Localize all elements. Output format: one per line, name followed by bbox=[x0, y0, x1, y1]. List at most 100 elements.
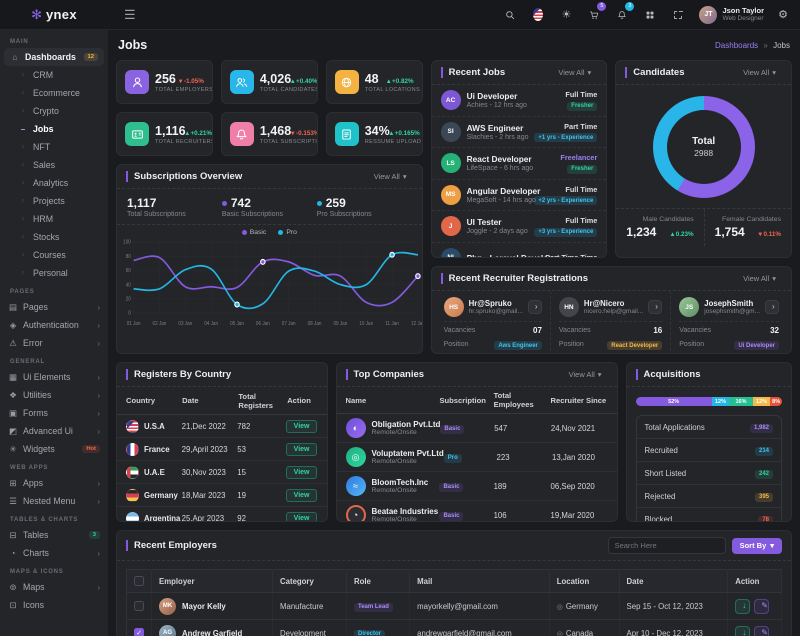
view-all-button[interactable]: View All ▾ bbox=[368, 171, 413, 182]
sidebar-item-stocks[interactable]: ○ Stocks bbox=[0, 228, 108, 246]
download-button[interactable]: ↓ bbox=[735, 598, 751, 614]
company-cell: ≈ BloomTech.Inc Remote/Onsite bbox=[345, 476, 440, 496]
recruiter-open-button[interactable]: › bbox=[527, 300, 542, 314]
job-avatar: MS bbox=[440, 184, 461, 205]
role-cell: Team Lead bbox=[346, 592, 410, 620]
recruiter-open-button[interactable]: › bbox=[765, 300, 779, 314]
registers-row: France 29,April 2023 53 View bbox=[117, 438, 327, 461]
view-button[interactable]: View bbox=[285, 419, 318, 433]
country-name: U.A.E bbox=[144, 467, 165, 477]
user-profile-menu[interactable]: JT Json Taylor Web Designer bbox=[699, 5, 764, 24]
recruiter-open-button[interactable]: › bbox=[648, 300, 663, 314]
edit-button[interactable]: ✎ bbox=[754, 598, 770, 614]
sidebar-item-hrm[interactable]: ○ HRM bbox=[0, 210, 108, 228]
brand-logo[interactable]: ✻ ynex bbox=[0, 7, 108, 23]
sidebar-item-advanced-ui[interactable]: ◩ Advanced Ui › bbox=[0, 422, 108, 440]
download-button[interactable]: ↓ bbox=[735, 625, 751, 636]
apps-grid-icon[interactable] bbox=[639, 4, 661, 26]
sidebar-item-crypto[interactable]: ○ Crypto bbox=[0, 102, 108, 120]
recruiter-header: HN Hr@Nicero nicero.help@gmail... › bbox=[558, 297, 663, 322]
sidebar-item-icon: ○ bbox=[21, 144, 25, 150]
breadcrumb-parent[interactable]: Dashboards bbox=[715, 40, 759, 50]
sidebar-item-forms[interactable]: ▣ Forms › bbox=[0, 404, 108, 422]
search-input[interactable] bbox=[607, 537, 726, 554]
brand-name: ynex bbox=[46, 7, 77, 22]
sidebar-item-apps[interactable]: ⊞ Apps › bbox=[0, 474, 108, 492]
hamburger-menu-icon[interactable]: ☰ bbox=[118, 6, 142, 24]
column-header: Action bbox=[727, 569, 782, 593]
recent-job-row[interactable]: LS React Developer LifeSpace - 6 hrs ago Fr… bbox=[431, 148, 607, 180]
column-header: Country bbox=[126, 396, 156, 405]
recent-employers-card: Recent Employers Sort By▾ EmployerCatego… bbox=[116, 530, 792, 636]
sidebar-item-icon: ☰ bbox=[9, 495, 17, 506]
sidebar-item-ui-elements[interactable]: ▦ Ui Elements › bbox=[0, 368, 108, 386]
sidebar-item-maps[interactable]: ⊚ Maps › bbox=[0, 578, 108, 596]
view-all-button[interactable]: View All ▾ bbox=[563, 369, 608, 380]
sidebar-item-ecommerce[interactable]: ○ Ecommerce bbox=[0, 84, 108, 102]
position-badge: Ui Developer bbox=[734, 341, 779, 350]
view-button[interactable]: View bbox=[285, 465, 318, 479]
page-title: Jobs bbox=[118, 38, 148, 52]
view-button[interactable]: View bbox=[285, 442, 318, 456]
sidebar-item-projects[interactable]: ○ Projects bbox=[0, 192, 108, 210]
sidebar-item-authentication[interactable]: ◈ Authentication › bbox=[0, 316, 108, 334]
sidebar-item-icons[interactable]: ⊡ Icons bbox=[0, 596, 108, 614]
search-icon[interactable] bbox=[499, 4, 521, 26]
recent-job-row[interactable]: SI AWS Engineer Slachies - 2 hrs ago Part T… bbox=[431, 117, 607, 148]
sidebar-item-widgets[interactable]: ✳ Widgets Hot bbox=[0, 440, 108, 458]
sidebar-item-sales[interactable]: ○ Sales bbox=[0, 156, 108, 174]
position-label: Position bbox=[558, 341, 584, 348]
sidebar-item-tables[interactable]: ⊟ Tables 3 bbox=[0, 526, 108, 544]
chevron-right-icon: › bbox=[97, 372, 100, 382]
sidebar-item-icon: ▦ bbox=[8, 371, 18, 382]
sidebar-item-dashboards[interactable]: ⌂ Dashboards 12 bbox=[4, 48, 104, 66]
sidebar-item-utilities[interactable]: ❖ Utilities › bbox=[0, 386, 108, 404]
view-button[interactable]: View bbox=[285, 488, 318, 502]
select-all-checkbox[interactable] bbox=[134, 576, 144, 586]
job-experience-badge: Fresher bbox=[567, 101, 598, 111]
view-all-button[interactable]: View All ▾ bbox=[552, 67, 597, 78]
sidebar-section-label: PAGES bbox=[10, 289, 35, 295]
job-info: UI Tester Joggle - 2 days ago bbox=[467, 217, 529, 235]
recent-jobs-list: AC Ui Developer Achies - 12 hrs ago Full Ti… bbox=[431, 85, 607, 257]
sidebar-item-courses[interactable]: ○ Courses bbox=[0, 246, 108, 264]
settings-gear-icon[interactable]: ⚙ bbox=[772, 4, 794, 26]
view-button[interactable]: View bbox=[285, 511, 318, 521]
sidebar-item-analytics[interactable]: ○ Analytics bbox=[0, 174, 108, 192]
stat-trend: ▾ -1.05% bbox=[178, 77, 204, 85]
edit-button[interactable]: ✎ bbox=[754, 625, 770, 636]
row-checkbox[interactable] bbox=[134, 601, 144, 611]
sidebar-item-personal[interactable]: ○ Personal bbox=[0, 264, 108, 282]
legend-dot-icon bbox=[316, 200, 322, 206]
sidebar-item-nested-menu[interactable]: ☰ Nested Menu › bbox=[0, 492, 108, 510]
column-header: Date bbox=[182, 396, 199, 405]
recent-job-row[interactable]: NI Php - Laravel Develope Part Time Time bbox=[432, 243, 607, 257]
sidebar-item-icon: ○ bbox=[21, 162, 25, 168]
cart-icon[interactable]: 5 bbox=[583, 1, 607, 26]
language-flag-icon[interactable] bbox=[527, 4, 549, 26]
profile-name: Json Taylor bbox=[722, 6, 764, 16]
sidebar-item-label: Authentication bbox=[23, 320, 79, 330]
sidebar-item-charts[interactable]: ◔ Charts › bbox=[0, 544, 108, 562]
column-header: Role bbox=[346, 569, 411, 593]
recent-job-row[interactable]: AC Ui Developer Achies - 12 hrs ago Full Ti… bbox=[431, 85, 607, 117]
sort-by-button[interactable]: Sort By ▾ bbox=[731, 537, 782, 554]
sidebar-item-pages[interactable]: ▤ Pages › bbox=[0, 298, 108, 316]
sidebar-item-error[interactable]: ⚠ Error › bbox=[0, 334, 108, 352]
view-all-button[interactable]: View All ▾ bbox=[737, 273, 782, 284]
recent-job-row[interactable]: J UI Tester Joggle - 2 days ago Full Time +3… bbox=[431, 211, 607, 243]
svg-text:04 Jan: 04 Jan bbox=[204, 321, 218, 327]
column-header: Location bbox=[549, 569, 620, 593]
total-registers: 15 bbox=[237, 467, 246, 477]
view-all-button[interactable]: View All ▾ bbox=[737, 67, 782, 78]
register-date: 21,Dec 2022 bbox=[181, 421, 226, 431]
sidebar-item-nft[interactable]: ○ NFT bbox=[0, 138, 108, 156]
sidebar-item-crm[interactable]: ○ CRM bbox=[0, 66, 108, 84]
row-checkbox[interactable] bbox=[134, 628, 144, 636]
fullscreen-icon[interactable] bbox=[667, 4, 689, 26]
notifications-bell-icon[interactable]: 3 bbox=[611, 1, 635, 26]
sidebar-item-jobs[interactable]: – Jobs bbox=[0, 120, 108, 138]
recent-job-row[interactable]: MS Angular Developer MegaSoft - 14 hrs ago… bbox=[431, 180, 607, 211]
theme-toggle-icon[interactable]: ☀ bbox=[555, 4, 577, 26]
plan-cell: Basic bbox=[440, 423, 494, 434]
